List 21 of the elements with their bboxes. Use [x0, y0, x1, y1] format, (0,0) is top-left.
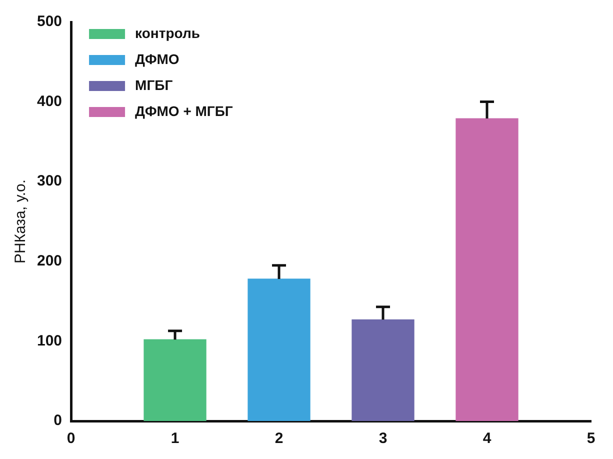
x-tick-label: 5 — [586, 430, 596, 448]
legend-label: ДФМО — [135, 50, 180, 67]
legend-label: ДФМО + МГБГ — [135, 102, 233, 119]
y-tick-label: 300 — [36, 172, 62, 190]
y-axis-title: РНКаза, у.о. — [12, 180, 30, 264]
x-tick-label: 2 — [274, 430, 284, 448]
x-tick-label: 3 — [378, 430, 388, 448]
x-tick-label: 4 — [482, 430, 492, 448]
bar — [456, 118, 518, 421]
bar — [144, 339, 206, 421]
y-tick-label: 200 — [36, 252, 62, 270]
bar — [352, 319, 414, 421]
legend-label: МГБГ — [135, 76, 173, 93]
x-tick-label: 0 — [66, 430, 76, 448]
y-tick-label: 0 — [54, 412, 62, 430]
bar — [248, 278, 310, 421]
y-tick-label: 100 — [36, 332, 62, 350]
x-tick-label: 1 — [170, 430, 180, 448]
y-tick-label: 400 — [36, 92, 62, 110]
legend-label: контроль — [135, 24, 200, 41]
y-tick-label: 500 — [36, 13, 62, 30]
